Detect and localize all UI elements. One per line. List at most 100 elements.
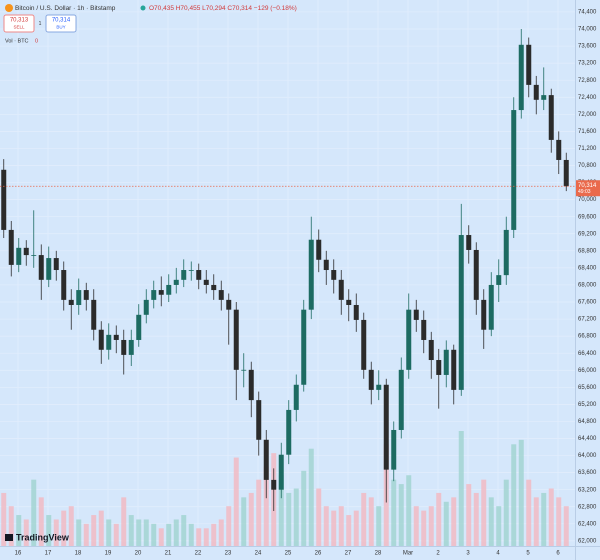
symbol: Bitcoin / U.S. Dollar · 1h · Bitstamp (15, 5, 116, 12)
sell-button[interactable] (3, 14, 35, 33)
volume-bar (8, 506, 14, 546)
volume-bar (376, 506, 382, 546)
candle-body (346, 299, 352, 305)
y-tick-label: 69,200 (578, 231, 597, 237)
brand-logo (5, 534, 13, 541)
candle-body (323, 259, 329, 271)
candle-body (226, 299, 232, 310)
candle-body (563, 159, 569, 187)
sell-label: SELL (13, 25, 25, 30)
y-tick-label: 73,600 (578, 44, 597, 50)
volume-bar (496, 506, 502, 546)
volume-bar (1, 492, 7, 546)
y-tick-label: 64,800 (578, 419, 597, 425)
candle-body (121, 339, 127, 355)
volume-bar (391, 479, 397, 546)
volume-bar (436, 492, 442, 546)
candle-body (76, 290, 82, 305)
candle-body (316, 239, 322, 260)
y-tick-label: 67,600 (578, 300, 597, 306)
volume-bar (23, 519, 29, 546)
x-tick-label: 6 (556, 551, 560, 557)
volume-bar (233, 457, 239, 546)
volume-bar (316, 488, 322, 546)
x-tick-label: 26 (315, 551, 322, 557)
volume-bar (428, 506, 434, 546)
x-tick-label: 3 (466, 551, 470, 557)
candle-body (526, 44, 532, 85)
candle-body (301, 309, 307, 385)
x-tick-label: 17 (45, 551, 52, 557)
candle-body (518, 44, 524, 111)
price-pane (1, 29, 569, 512)
x-tick-label: 4 (496, 551, 500, 557)
x-tick-label: 19 (105, 551, 112, 557)
y-tick-label: 65,200 (578, 402, 597, 408)
volume-value: 0 (35, 38, 38, 44)
candle-body (83, 290, 89, 300)
coin-icon (5, 4, 13, 12)
volume-bar (113, 523, 119, 546)
y-tick-label: 62,000 (578, 538, 597, 544)
candle-body (98, 329, 104, 350)
x-axis: 16 17 18 19 20 21 22 23 24 25 26 27 28 Mar 2 3 4 5 6 (15, 551, 561, 557)
candle-body (496, 275, 502, 285)
candle-body (151, 290, 157, 300)
volume-bar (331, 510, 337, 546)
candle-body (413, 309, 419, 320)
volume-bar (248, 492, 254, 546)
candle-body (428, 339, 434, 361)
candle-body (376, 384, 382, 390)
candle-body (488, 284, 494, 330)
volume-bar (346, 515, 352, 546)
volume-bar (323, 506, 329, 546)
candle-body (31, 255, 37, 256)
volume-bar (353, 510, 359, 546)
candle-body (278, 454, 284, 490)
volume-bar (211, 523, 217, 546)
y-tick-label: 68,000 (578, 283, 597, 289)
y-tick-label: 72,000 (578, 112, 597, 118)
x-tick-label: Mar (403, 551, 413, 557)
y-tick-label: 62,800 (578, 504, 597, 510)
y-tick-label: 64,400 (578, 436, 597, 442)
candle-body (443, 349, 449, 375)
candle-body (241, 369, 247, 371)
buy-price: 70,314 (52, 18, 71, 24)
last-price-label: 70,314 (578, 183, 597, 189)
y-tick-label: 66,400 (578, 351, 597, 357)
y-tick-label: 70,800 (578, 163, 597, 169)
candle-body (436, 360, 442, 375)
candle-body (338, 279, 344, 300)
candle-body (23, 247, 29, 256)
candle-body (68, 299, 74, 305)
candle-body (293, 384, 299, 410)
countdown: 49:03 (578, 189, 591, 195)
candle-body (158, 290, 164, 295)
volume-bar (83, 523, 89, 546)
candle-body (331, 270, 337, 280)
volume-bar (361, 492, 367, 546)
volume-bar (121, 497, 127, 546)
candle-body (166, 284, 172, 295)
y-tick-label: 74,400 (578, 10, 597, 16)
buy-button[interactable] (45, 14, 77, 33)
spread: 1 (39, 21, 42, 27)
volume-bar (278, 475, 284, 546)
volume-bar (166, 523, 172, 546)
x-tick-label: 27 (345, 551, 352, 557)
volume-bar (286, 492, 292, 546)
candle-body (8, 229, 14, 265)
y-tick-label: 69,600 (578, 214, 597, 220)
volume-bar (398, 484, 404, 546)
x-tick-label: 20 (135, 551, 142, 557)
x-tick-label: 5 (526, 551, 530, 557)
volume-bar (406, 475, 412, 546)
volume-bar (503, 479, 509, 546)
x-tick-label: 22 (195, 551, 202, 557)
volume-bar (16, 515, 22, 546)
volume-bar (218, 519, 224, 546)
brand: TradingView (16, 532, 70, 542)
